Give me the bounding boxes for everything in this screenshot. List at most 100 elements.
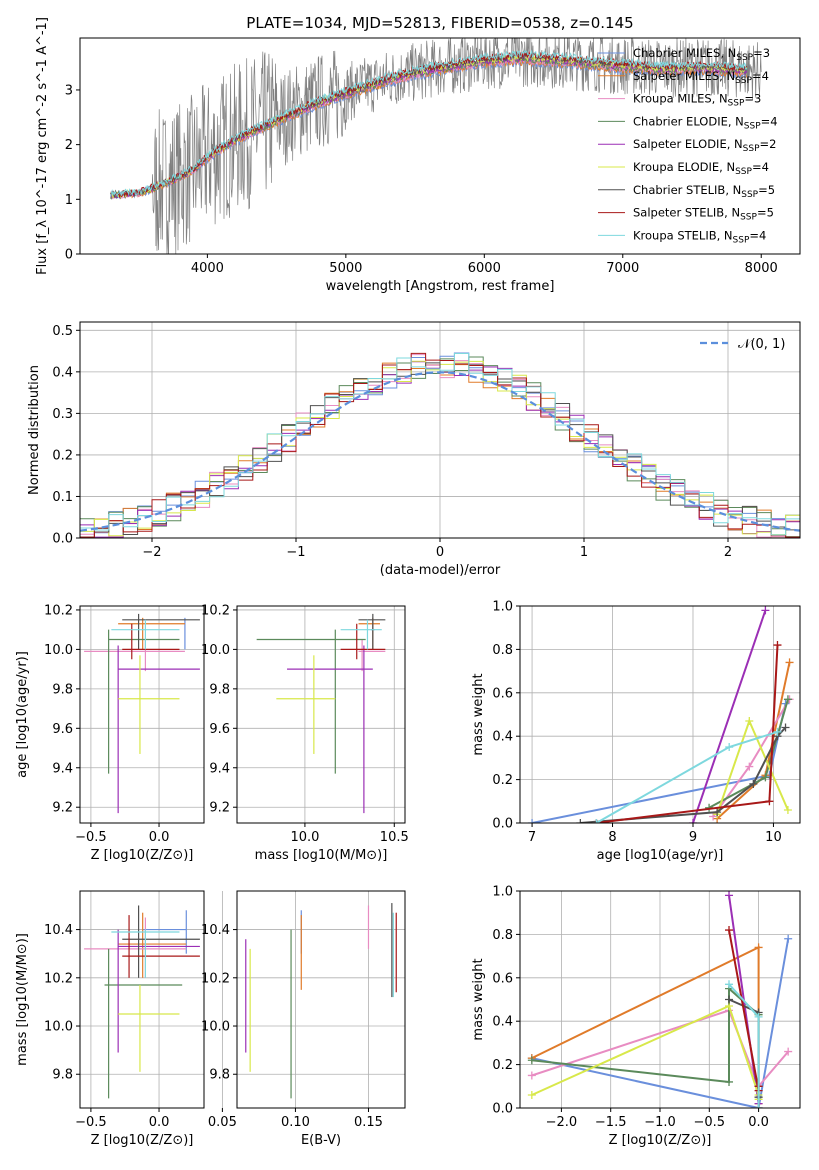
y-tick-label: 10.4 (44, 923, 73, 938)
series-marker (754, 943, 763, 952)
x-tick-label: 10 (765, 830, 782, 845)
panel-weight-vs-Z: −2.0 −1.5 −1.0 −0.5 0.0 0.0 0.2 0.4 0.6 0.8 1.0 Z [… (471, 885, 801, 1148)
y-tick-label: 9.8 (52, 1068, 73, 1083)
y-tick-label: 9.6 (52, 722, 73, 737)
series-marker (527, 1090, 536, 1099)
y-tick-label: 10.0 (201, 1020, 230, 1035)
legend-label: Kroupa STELIB, NSSP=4 (633, 228, 766, 245)
series-marker (784, 1047, 793, 1056)
axes-frame (519, 605, 801, 824)
x-tick-label: −1 (286, 545, 305, 560)
x-tick-label: 8000 (745, 261, 778, 276)
series-marker (725, 1077, 734, 1086)
legend-label: Salpeter ELODIE, NSSP=2 (633, 137, 776, 154)
x-tick-label: 10.5 (380, 830, 409, 845)
series-marker (785, 658, 794, 667)
series-salpeter-elodie (688, 606, 770, 823)
x-tick-label: −1.0 (644, 1115, 676, 1130)
series-kroupa-stelib (725, 980, 763, 1108)
x-tick-label: 9 (689, 830, 697, 845)
x-tick-label: 8 (608, 830, 616, 845)
x-axis-label: (data-model)/error (380, 563, 501, 578)
series-marker (784, 934, 793, 943)
series-marker (781, 723, 790, 732)
y-tick-label: 0.4 (52, 365, 73, 380)
plot-area (256, 613, 386, 814)
x-tick-label: 0.15 (354, 1115, 383, 1130)
x-tick-label: 0.10 (281, 1115, 310, 1130)
series-marker (576, 819, 585, 823)
series-marker (749, 779, 758, 788)
legend-label: Salpeter STELIB, NSSP=5 (633, 206, 774, 223)
axes-frame (79, 890, 205, 1109)
series-marker (783, 805, 792, 814)
point-kroupa-stelib (111, 929, 180, 978)
point-salpeter-elodie (287, 645, 373, 814)
y-tick-label: 0.0 (52, 532, 73, 547)
y-tick-label: 0.0 (492, 817, 513, 832)
point-kroupa-elodie (276, 655, 336, 754)
x-tick-label: 1 (580, 545, 588, 560)
y-tick-label: 0.4 (492, 730, 513, 745)
y-tick-label: 10.0 (44, 643, 73, 658)
series-marker (783, 695, 792, 704)
y-tick-label: 10.2 (44, 603, 73, 618)
x-tick-label: 0 (436, 545, 444, 560)
panel-age-vs-Z: −0.5 0.0 9.2 9.4 9.6 9.8 10.0 10.2 Z [log10(Z/Z⊙… (15, 603, 205, 863)
point-chabrier-elodie (108, 629, 180, 774)
y-axis-label: mass weight (471, 673, 486, 755)
y-tick-label: 0.4 (492, 1015, 513, 1030)
x-tick-label: 0.0 (748, 1115, 769, 1130)
legend-label: Salpeter MILES, NSSP=4 (633, 69, 769, 86)
series-marker (761, 606, 770, 615)
legend-label: Chabrier STELIB, NSSP=5 (633, 183, 775, 200)
x-tick-label: 0.0 (149, 830, 170, 845)
y-tick-label: 9.4 (52, 761, 73, 776)
point-chabrier-stelib (122, 905, 200, 978)
y-tick-label: 1 (65, 193, 73, 208)
grid (80, 606, 204, 823)
panel-spectrum: 4000 5000 6000 7000 8000 0 1 2 3 wavelength [Angs… (35, 17, 801, 294)
y-tick-label: 10.2 (201, 971, 230, 986)
legend-label: Kroupa ELODIE, NSSP=4 (633, 160, 769, 177)
series-marker (725, 743, 734, 752)
series-marker (773, 641, 782, 650)
legend-label: Chabrier ELODIE, NSSP=4 (633, 114, 778, 131)
plot-area (84, 613, 200, 814)
x-tick-label: −0.5 (75, 1115, 107, 1130)
series-marker (528, 819, 537, 823)
series-marker (725, 891, 734, 900)
x-axis-label: wavelength [Angstrom, rest frame] (326, 279, 555, 294)
y-axis-label: Normed distribution (27, 365, 42, 495)
x-tick-label: 5000 (329, 261, 362, 276)
y-tick-label: 0.6 (492, 971, 513, 986)
y-tick-label: 9.2 (209, 801, 230, 816)
series-marker (688, 819, 697, 823)
page-title: PLATE=1034, MJD=52813, FIBERID=0538, z=0… (246, 14, 633, 32)
point-salpeter-miles (118, 912, 187, 978)
series-line (531, 938, 790, 1108)
point-kroupa-elodie (118, 655, 180, 754)
point-kroupa-miles (84, 639, 185, 672)
x-tick-label: 7 (528, 830, 536, 845)
normal-legend-label: 𝒩(0, 1) (738, 337, 785, 352)
axes-frame (236, 890, 406, 1109)
panel-weight-vs-age: 7 8 9 10 0.0 0.2 0.4 0.6 0.8 1.0 age [log10(age/yr… (471, 600, 801, 863)
y-tick-label: 10.0 (201, 643, 230, 658)
series-marker (592, 819, 601, 823)
y-tick-label: 0.2 (492, 773, 513, 788)
point-salpeter-elodie (117, 645, 200, 814)
series-kroupa-stelib (592, 727, 782, 823)
plot-area (80, 352, 800, 538)
y-tick-label: 0.6 (492, 686, 513, 701)
plot-area (110, 38, 762, 254)
point-kroupa-miles (358, 639, 386, 672)
series-kroupa-elodie (527, 1002, 763, 1104)
y-tick-label: 9.2 (52, 801, 73, 816)
plot-area (527, 891, 793, 1108)
point-chabrier-stelib (358, 613, 386, 650)
x-tick-label: −0.5 (75, 830, 107, 845)
series-marker (745, 762, 754, 771)
x-tick-label: 10.0 (290, 830, 319, 845)
